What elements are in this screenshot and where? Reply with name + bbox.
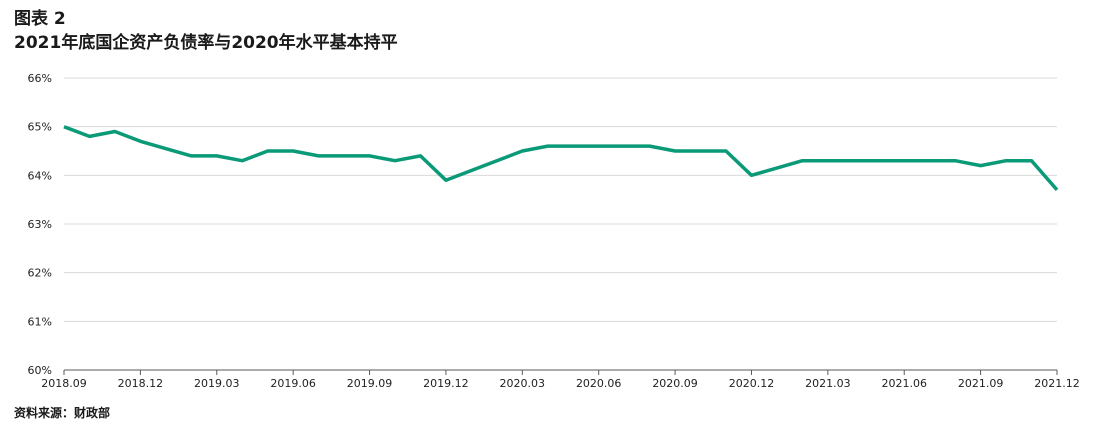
y-tick-label: 62% [28, 267, 52, 280]
x-tick-label: 2021.03 [805, 377, 851, 390]
x-tick-label: 2020.06 [576, 377, 622, 390]
figure-number: 图表 2 [14, 9, 66, 29]
x-axis: 2018.09 2018.12 2019.03 2019.06 2019.09 2019.… [41, 369, 1080, 390]
x-tick-label: 2021.06 [881, 377, 927, 390]
y-axis-ticks: 60% 61% 62% 63% 64% 65% 66% [28, 72, 52, 377]
x-tick-label: 2019.06 [270, 377, 316, 390]
y-tick-label: 65% [28, 121, 52, 134]
x-tick-label: 2019.09 [347, 377, 393, 390]
x-tick-label: 2020.03 [500, 377, 546, 390]
series-line [63, 125, 1059, 192]
y-tick-label: 61% [28, 315, 52, 328]
x-tick-label: 2021.09 [958, 377, 1004, 390]
y-tick-label: 63% [28, 218, 52, 231]
x-tick-label: 2021.12 [1034, 377, 1080, 390]
line-chart: 60% 61% 62% 63% 64% 65% 66% 2018.09 2018.12 2019… [28, 72, 1080, 390]
y-tick-label: 60% [28, 364, 52, 377]
x-tick-label: 2018.12 [118, 377, 164, 390]
x-tick-label: 2018.09 [41, 377, 87, 390]
y-tick-label: 64% [28, 169, 52, 182]
chart-title: 2021年底国企资产负债率与2020年水平基本持平 [14, 33, 398, 53]
series-layer [63, 125, 1059, 192]
x-tick-label: 2020.12 [729, 377, 775, 390]
source-note: 资料来源：财政部 [14, 406, 111, 420]
x-tick-label: 2020.09 [652, 377, 698, 390]
x-tick-label: 2019.03 [194, 377, 240, 390]
y-tick-label: 66% [28, 72, 52, 85]
gridlines [64, 77, 1057, 322]
x-tick-label: 2019.12 [423, 377, 469, 390]
